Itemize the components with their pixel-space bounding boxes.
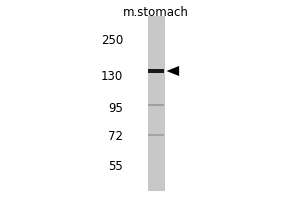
Text: m.stomach: m.stomach (123, 6, 189, 19)
Bar (148, 134, 164, 136)
Text: 72: 72 (108, 130, 123, 142)
Text: 250: 250 (101, 33, 123, 46)
Text: 95: 95 (108, 102, 123, 114)
Bar (148, 16, 164, 190)
Bar (148, 69, 164, 73)
Text: 130: 130 (101, 70, 123, 82)
Bar (148, 104, 164, 106)
Polygon shape (167, 66, 179, 76)
Text: 55: 55 (108, 160, 123, 172)
